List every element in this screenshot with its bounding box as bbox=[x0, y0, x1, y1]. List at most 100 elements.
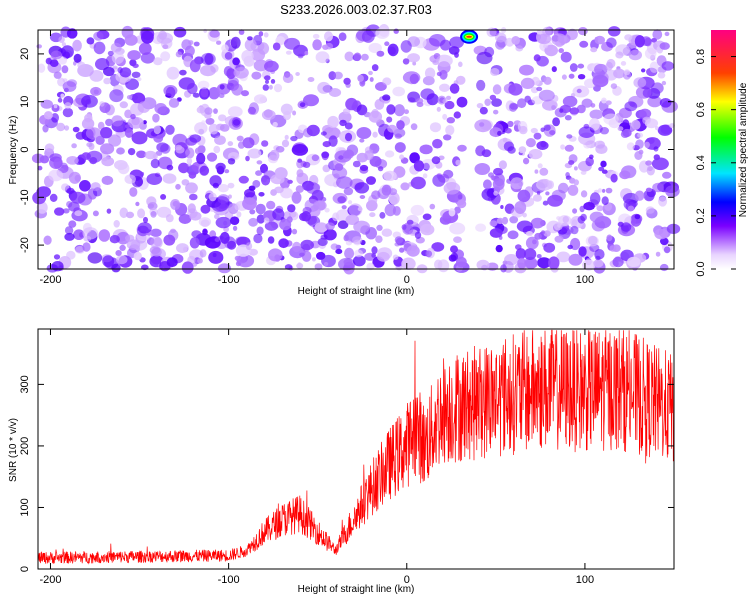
heatmap-cell bbox=[57, 97, 63, 103]
heatmap-cell bbox=[581, 98, 593, 108]
heatmap-cell bbox=[66, 28, 78, 39]
heatmap-cell bbox=[90, 182, 101, 192]
heatmap-cell bbox=[53, 254, 61, 260]
heatmap-cell bbox=[90, 86, 102, 96]
heatmap-cell bbox=[341, 205, 347, 210]
heatmap-cell bbox=[545, 191, 550, 196]
heatmap-cell bbox=[119, 244, 126, 251]
heatmap-cell bbox=[592, 74, 609, 88]
heatmap-cell bbox=[162, 44, 169, 50]
heatmap-cell bbox=[213, 108, 218, 114]
heatmap-cell bbox=[61, 45, 74, 59]
heatmap-cell bbox=[137, 208, 146, 219]
heatmap-cell bbox=[551, 66, 557, 73]
heatmap-cell bbox=[620, 222, 632, 232]
heatmap-cell bbox=[166, 164, 174, 171]
heatmap-cell bbox=[569, 63, 578, 72]
heatmap-cell bbox=[523, 157, 530, 165]
heatmap-cell bbox=[185, 149, 191, 155]
heatmap-cell bbox=[173, 26, 187, 38]
heatmap-cell bbox=[619, 170, 631, 180]
y-tick-label: 300 bbox=[19, 375, 31, 393]
heatmap-cell bbox=[601, 97, 607, 104]
heatmap-cell bbox=[321, 254, 336, 268]
heatmap-cell bbox=[201, 120, 206, 125]
heatmap-cell bbox=[493, 167, 504, 176]
heatmap-cell bbox=[61, 65, 69, 74]
heatmap-cell bbox=[532, 194, 542, 202]
heatmap-cell bbox=[538, 89, 555, 102]
heatmap-cell bbox=[489, 228, 503, 238]
heatmap-cell bbox=[356, 127, 372, 139]
colorbar: 0.0 0.2 0.4 0.6 0.8 Normalized spectral ampl… bbox=[695, 30, 749, 277]
heatmap-cell bbox=[572, 208, 578, 214]
heatmap-cell bbox=[287, 204, 296, 213]
heatmap-cell bbox=[255, 170, 263, 176]
heatmap-cell bbox=[146, 196, 157, 207]
heatmap-cell bbox=[166, 66, 180, 80]
heatmap-cell bbox=[352, 160, 361, 168]
heatmap-cell bbox=[184, 45, 195, 57]
heatmap-cell bbox=[312, 257, 316, 262]
heatmap-cell bbox=[392, 86, 406, 97]
heatmap-cell bbox=[476, 79, 486, 91]
heatmap-cell bbox=[160, 194, 167, 200]
heatmap-cell bbox=[568, 253, 583, 266]
heatmap-cell bbox=[194, 122, 208, 135]
heatmap-cell bbox=[652, 182, 664, 193]
heatmap-cell bbox=[112, 65, 118, 70]
heatmap-cell bbox=[628, 49, 642, 61]
heatmap-cell bbox=[149, 246, 161, 255]
heatmap-cell bbox=[264, 75, 271, 81]
heatmap-cell bbox=[522, 212, 527, 218]
heatmap-cell bbox=[291, 228, 298, 235]
heatmap-cell bbox=[456, 199, 467, 209]
heatmap-cell bbox=[127, 116, 144, 129]
heatmap-cell bbox=[561, 74, 567, 80]
heatmap-cell bbox=[188, 171, 197, 179]
x-tick-label: 100 bbox=[576, 274, 594, 286]
heatmap-cell bbox=[642, 116, 651, 125]
heatmap-cell bbox=[111, 51, 125, 64]
heatmap-cell bbox=[75, 246, 85, 254]
heatmap-cell bbox=[244, 38, 257, 52]
heatmap-cell bbox=[68, 220, 77, 228]
heatmap-cell bbox=[384, 203, 396, 217]
y-tick-label: -10 bbox=[19, 189, 31, 205]
heatmap-cell bbox=[194, 147, 204, 155]
heatmap-cell bbox=[232, 57, 240, 66]
heatmap-cell bbox=[117, 162, 130, 175]
heatmap-cell bbox=[594, 35, 605, 45]
heatmap-cell bbox=[645, 187, 653, 192]
heatmap-cell bbox=[406, 219, 414, 225]
heatmap-cell bbox=[514, 201, 527, 214]
heatmap-cell bbox=[406, 245, 420, 257]
heatmap-cell bbox=[377, 251, 390, 262]
heatmap-cell bbox=[345, 97, 358, 111]
heatmap-cell bbox=[115, 255, 128, 265]
heatmap-cell bbox=[607, 26, 621, 37]
heatmap-cell bbox=[336, 176, 353, 189]
heatmap-cell bbox=[635, 139, 644, 149]
heatmap-cell bbox=[136, 77, 142, 82]
heatmap-cell bbox=[457, 144, 467, 152]
heatmap-cell bbox=[595, 144, 608, 155]
spectrogram-heatmap bbox=[31, 24, 681, 275]
heatmap-cell bbox=[410, 176, 426, 190]
heatmap-cell bbox=[111, 115, 124, 127]
heatmap-cell bbox=[283, 110, 292, 121]
heatmap-cell bbox=[98, 229, 111, 242]
heatmap-cell bbox=[606, 234, 613, 242]
heatmap-cell bbox=[661, 80, 667, 86]
heatmap-cell bbox=[153, 125, 161, 135]
heatmap-cell bbox=[434, 259, 443, 270]
heatmap-cell bbox=[371, 246, 378, 255]
heatmap-cell bbox=[206, 152, 218, 162]
heatmap-cell bbox=[278, 238, 289, 249]
heatmap-cell bbox=[323, 229, 337, 241]
heatmap-cell bbox=[444, 100, 455, 110]
heatmap-cell bbox=[72, 126, 80, 133]
heatmap-cell bbox=[560, 51, 572, 63]
heatmap-cell bbox=[422, 173, 428, 179]
heatmap-cell bbox=[314, 222, 328, 233]
